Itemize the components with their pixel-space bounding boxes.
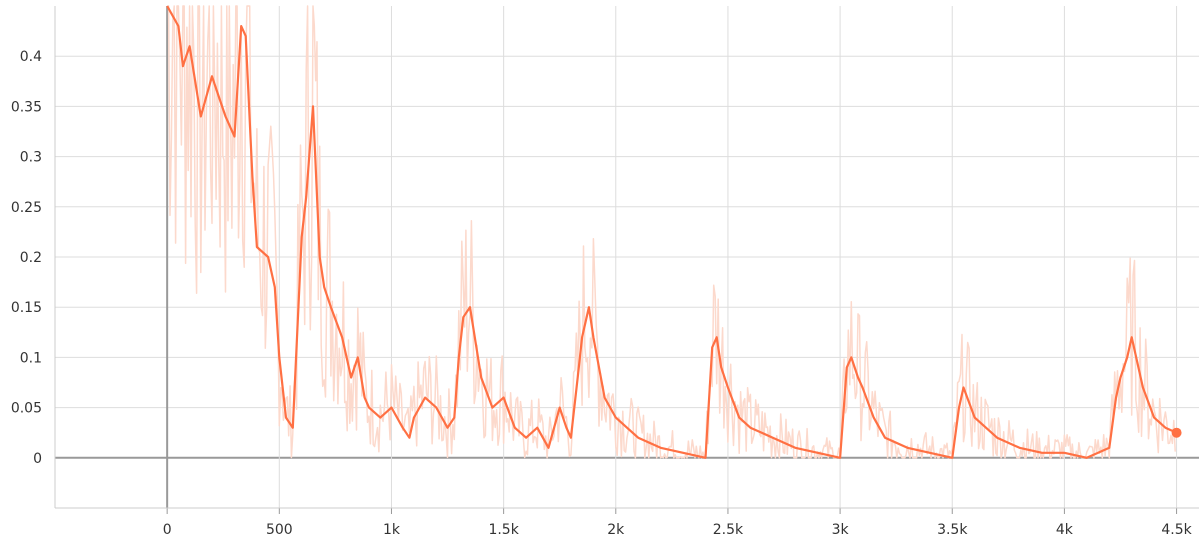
- y-tick-label: 0.35: [11, 99, 42, 115]
- y-tick-label: 0.2: [20, 250, 42, 266]
- x-tick-label: 1.5k: [488, 522, 519, 538]
- y-tick-label: 0.25: [11, 200, 42, 216]
- x-tick-label: 0: [163, 522, 172, 538]
- series-endpoint: [1171, 427, 1182, 438]
- x-tick-label: 3k: [832, 522, 850, 538]
- y-tick-label: 0: [33, 451, 42, 467]
- x-tick-label: 4k: [1056, 522, 1074, 538]
- y-tick-label: 0.15: [11, 300, 42, 316]
- y-tick-labels: 0 0.05 0.1 0.15 0.2 0.25 0.3 0.35 0.4: [11, 49, 42, 467]
- y-tick-label: 0.4: [20, 49, 42, 65]
- x-tick-label: 3.5k: [937, 522, 968, 538]
- x-tick-labels: 0 500 1k 1.5k 2k 2.5k 3k 3.5k 4k 4.5k: [163, 522, 1193, 538]
- smoothed-series: [166, 5, 1182, 459]
- smoothed-series-line: [166, 5, 1178, 459]
- x-tick-label: 1k: [383, 522, 401, 538]
- chart-frame: [54, 6, 1199, 509]
- x-gridlines: [54, 6, 1178, 514]
- x-tick-label: 2.5k: [713, 522, 744, 538]
- x-tick-label: 4.5k: [1161, 522, 1192, 538]
- y-tick-label: 0.05: [11, 401, 42, 417]
- y-tick-label: 0.1: [20, 350, 42, 366]
- x-tick-label: 2k: [607, 522, 625, 538]
- y-tick-label: 0.3: [20, 150, 42, 166]
- x-tick-label: 500: [266, 522, 293, 538]
